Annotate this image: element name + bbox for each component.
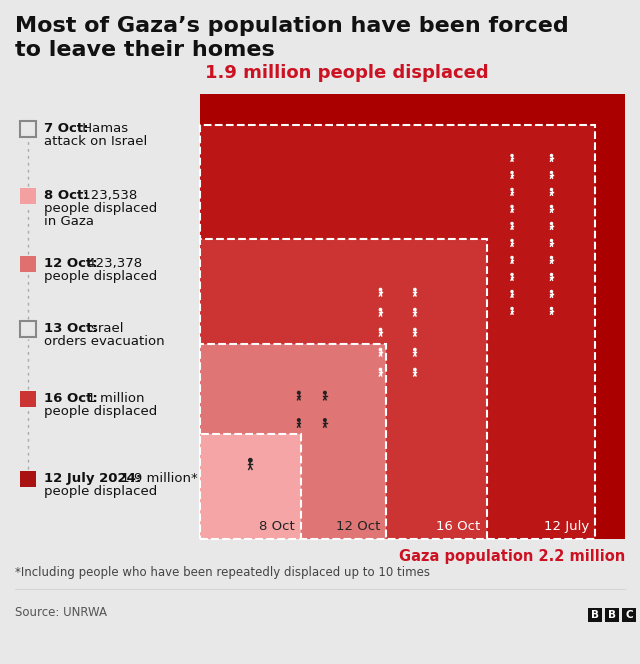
Circle shape bbox=[511, 307, 513, 309]
Text: 12 Oct: 12 Oct bbox=[336, 520, 380, 533]
Text: 1 million: 1 million bbox=[83, 392, 145, 405]
Circle shape bbox=[550, 171, 552, 173]
Bar bbox=[20, 256, 36, 272]
Circle shape bbox=[550, 290, 552, 293]
Text: people displaced: people displaced bbox=[44, 202, 157, 215]
Bar bbox=[200, 125, 595, 539]
Circle shape bbox=[324, 391, 326, 394]
Bar bbox=[20, 321, 36, 337]
Bar bbox=[200, 239, 486, 539]
Text: 16 Oct: 16 Oct bbox=[436, 520, 481, 533]
Text: B: B bbox=[591, 610, 599, 620]
Text: 423,378: 423,378 bbox=[83, 257, 142, 270]
Circle shape bbox=[298, 419, 300, 422]
Text: 1.9 million*: 1.9 million* bbox=[116, 472, 198, 485]
Circle shape bbox=[380, 349, 381, 351]
Text: people displaced: people displaced bbox=[44, 485, 157, 498]
Text: in Gaza: in Gaza bbox=[44, 215, 94, 228]
Text: C: C bbox=[625, 610, 633, 620]
Text: 12 Oct:: 12 Oct: bbox=[44, 257, 98, 270]
Text: *Including people who have been repeatedly displaced up to 10 times: *Including people who have been repeated… bbox=[15, 566, 430, 579]
Bar bbox=[20, 188, 36, 204]
Text: 12 July: 12 July bbox=[544, 520, 589, 533]
Circle shape bbox=[511, 155, 513, 157]
Circle shape bbox=[380, 329, 381, 331]
Text: Source: UNRWA: Source: UNRWA bbox=[15, 606, 107, 619]
Text: 12 July 2024:: 12 July 2024: bbox=[44, 472, 141, 485]
Text: people displaced: people displaced bbox=[44, 270, 157, 283]
Circle shape bbox=[550, 240, 552, 242]
Bar bbox=[200, 344, 387, 539]
Circle shape bbox=[550, 189, 552, 191]
Text: Gaza population 2.2 million: Gaza population 2.2 million bbox=[399, 549, 625, 564]
Text: 8 Oct: 8 Oct bbox=[259, 520, 295, 533]
Circle shape bbox=[511, 274, 513, 276]
Bar bbox=[200, 239, 486, 539]
Bar bbox=[20, 121, 36, 137]
Circle shape bbox=[550, 205, 552, 208]
Bar bbox=[622, 608, 636, 622]
Circle shape bbox=[380, 369, 381, 371]
Text: Hamas: Hamas bbox=[77, 122, 128, 135]
Text: attack on Israel: attack on Israel bbox=[44, 135, 147, 148]
Circle shape bbox=[380, 308, 381, 311]
Text: 13 Oct:: 13 Oct: bbox=[44, 322, 98, 335]
Bar bbox=[20, 471, 36, 487]
Circle shape bbox=[511, 256, 513, 258]
Text: 16 Oct:: 16 Oct: bbox=[44, 392, 98, 405]
Circle shape bbox=[324, 419, 326, 422]
Circle shape bbox=[550, 155, 552, 157]
Circle shape bbox=[413, 369, 416, 371]
Circle shape bbox=[550, 274, 552, 276]
Bar bbox=[200, 125, 595, 539]
Circle shape bbox=[550, 307, 552, 309]
Bar bbox=[200, 344, 387, 539]
Text: Most of Gaza’s population have been forced
to leave their homes: Most of Gaza’s population have been forc… bbox=[15, 16, 569, 60]
Text: 8 Oct:: 8 Oct: bbox=[44, 189, 88, 202]
Circle shape bbox=[413, 329, 416, 331]
Circle shape bbox=[511, 222, 513, 224]
Circle shape bbox=[550, 222, 552, 224]
Text: 123,538: 123,538 bbox=[77, 189, 137, 202]
Circle shape bbox=[511, 240, 513, 242]
Bar bbox=[605, 608, 619, 622]
Text: orders evacuation: orders evacuation bbox=[44, 335, 164, 348]
Text: 7 Oct:: 7 Oct: bbox=[44, 122, 88, 135]
Circle shape bbox=[380, 288, 381, 291]
Circle shape bbox=[511, 171, 513, 173]
Text: 1.9 million people displaced: 1.9 million people displaced bbox=[205, 64, 488, 82]
Circle shape bbox=[413, 308, 416, 311]
Bar bbox=[20, 391, 36, 407]
Circle shape bbox=[413, 288, 416, 291]
Bar bbox=[588, 608, 602, 622]
Text: B: B bbox=[608, 610, 616, 620]
Bar bbox=[200, 434, 301, 539]
Circle shape bbox=[511, 189, 513, 191]
Bar bbox=[200, 434, 301, 539]
Circle shape bbox=[249, 459, 252, 462]
Circle shape bbox=[511, 205, 513, 208]
Circle shape bbox=[298, 391, 300, 394]
Circle shape bbox=[511, 290, 513, 293]
Circle shape bbox=[550, 256, 552, 258]
Bar bbox=[200, 94, 625, 539]
Text: Israel: Israel bbox=[83, 322, 124, 335]
Circle shape bbox=[413, 349, 416, 351]
Text: people displaced: people displaced bbox=[44, 405, 157, 418]
